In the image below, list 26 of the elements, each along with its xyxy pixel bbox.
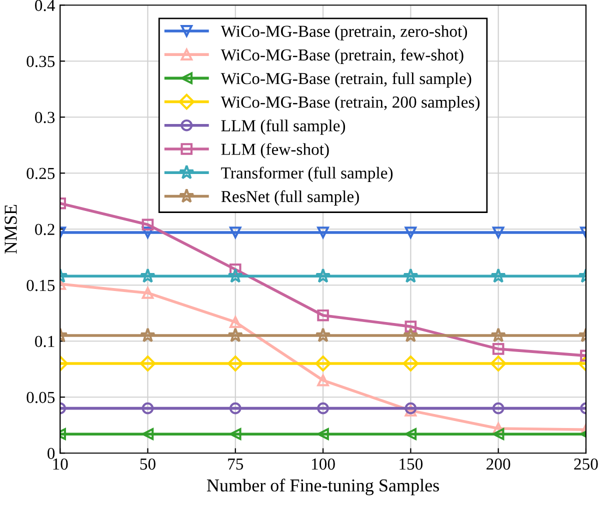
y-axis-title: NMSE: [4, 204, 17, 254]
x-tick-label: 250: [574, 458, 598, 470]
x-tick-label: 200: [486, 458, 510, 470]
y-tick-label: 0.35: [26, 56, 55, 68]
x-axis-title: Number of Fine-tuning Samples: [206, 478, 439, 496]
legend-label: LLM (full sample): [221, 119, 346, 135]
legend-label: WiCo-MG-Base (pretrain, zero-shot): [220, 25, 468, 40]
x-tick-label: 150: [400, 458, 423, 470]
y-tick-label: 0.2: [35, 224, 54, 236]
legend-label: WiCo-MG-Base (retrain, 200 samples): [220, 96, 480, 112]
y-tick-label: 0.15: [26, 280, 55, 292]
legend-label: LLM (few-shot): [221, 143, 329, 158]
x-tick-label: 50: [140, 458, 156, 470]
y-tick-label: 0.25: [26, 168, 55, 180]
x-tick-label: 10: [53, 458, 68, 470]
y-tick-label: 0: [48, 448, 55, 460]
y-tick-label: 0.3: [35, 112, 55, 124]
legend-label: WiCo-MG-Base (retrain, full sample): [220, 72, 472, 88]
legend-label: ResNet (full sample): [221, 190, 359, 206]
y-tick-label: 0.4: [35, 0, 55, 12]
legend-label: WiCo-MG-Base (pretrain, few-shot): [220, 48, 464, 64]
y-tick-label: 0.05: [26, 392, 55, 404]
legend-label: Transformer (full sample): [221, 166, 393, 182]
x-tick-label: 75: [228, 458, 244, 470]
x-tick-label: 100: [312, 458, 335, 470]
y-tick-label: 0.1: [35, 336, 54, 348]
